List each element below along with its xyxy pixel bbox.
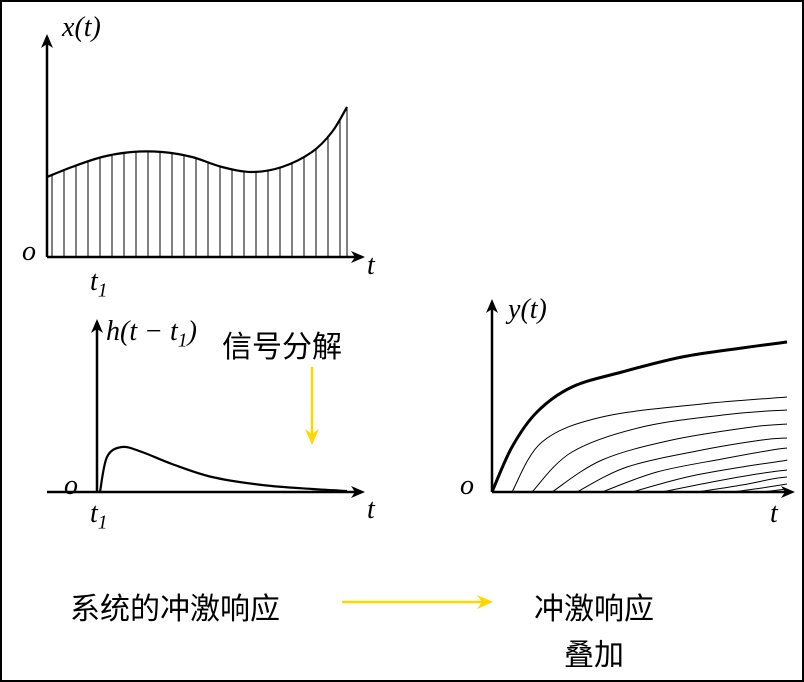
plot-y-t (492, 302, 792, 492)
label-y-t: y(t) (508, 294, 547, 326)
label-h-t: h(t − t1) (106, 316, 197, 353)
impulse-response-curve (100, 447, 347, 492)
plot-x-t (47, 37, 362, 257)
label-t1-top: t1 (90, 266, 108, 303)
signal-curve (47, 107, 347, 177)
superposition-curves (512, 397, 787, 492)
annotation-signal-decomp: 信号分解 (222, 322, 342, 366)
label-o-top: o (22, 236, 36, 268)
annotation-superposition-2: 叠加 (564, 630, 624, 674)
vertical-sample-lines (52, 107, 347, 257)
label-o-right: o (460, 470, 474, 502)
annotation-superposition-1: 冲激响应 (534, 584, 654, 628)
label-t-top: t (367, 250, 375, 282)
label-x-t: x(t) (62, 12, 101, 44)
label-o-mid: o (64, 470, 78, 502)
annotation-system-response: 系统的冲激响应 (70, 584, 280, 628)
label-t-mid: t (367, 494, 375, 526)
label-t-right: t (770, 498, 778, 530)
label-t1-mid: t1 (90, 498, 108, 535)
output-envelope (492, 342, 787, 492)
